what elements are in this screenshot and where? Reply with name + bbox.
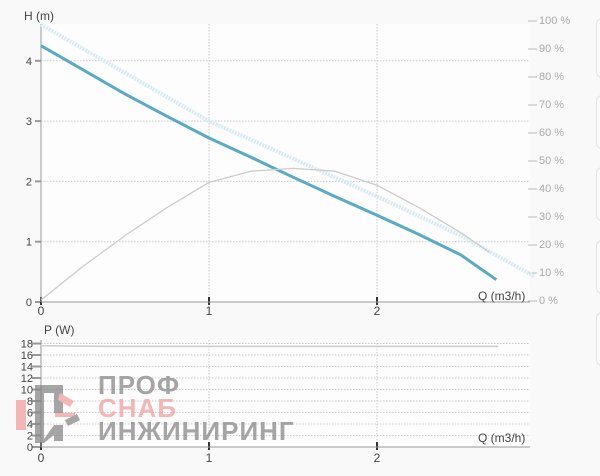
x-tick-label: 0 (38, 451, 45, 465)
x-tick-label: 1 (206, 451, 213, 465)
y-tick-label: 12 (21, 373, 33, 385)
y-tick-label: 4 (27, 419, 33, 431)
efficiency-curve (40, 167, 490, 301)
y2-tick-label: 30 % (539, 211, 564, 223)
y2-tick-label: 100 % (539, 15, 570, 27)
x-tick-label: 0 (38, 304, 45, 318)
y-tick-label: 14 (21, 362, 33, 374)
y-tick-label: 6 (27, 408, 33, 420)
x-tick-label: 2 (374, 451, 381, 465)
y-tick-label: 10 (21, 385, 33, 397)
x-axis-label: Q (m3/h) (478, 289, 525, 303)
y2-tick-label: 20 % (539, 239, 564, 251)
y-tick-label: 4 (26, 56, 32, 68)
y2-tick-label: 10 % (539, 267, 564, 279)
y2-tick-label: 0 % (539, 295, 558, 307)
y2-tick-label: 80 % (539, 71, 564, 83)
y-axis-label: P (W) (44, 323, 74, 337)
max-head-curve (40, 22, 536, 279)
watermark-text: ИНЖИНИРИНГ (98, 416, 295, 446)
y-axis-label: H (m) (24, 9, 54, 23)
y2-tick-label: 40 % (539, 183, 564, 195)
y2-tick-label: 60 % (539, 127, 564, 139)
logo-shape (16, 400, 26, 430)
logo-shape (55, 393, 75, 417)
logo-shape (35, 414, 80, 443)
plot-area (41, 340, 530, 447)
y-tick-label: 0 (27, 442, 33, 454)
y-tick-label: 0 (26, 297, 32, 309)
x-tick-label: 2 (374, 304, 381, 318)
y-tick-label: 16 (21, 350, 33, 362)
y-tick-label: 2 (26, 176, 32, 188)
y2-tick-label: 70 % (539, 99, 564, 111)
watermark-text: СНАБ (98, 393, 177, 423)
head-curve (40, 44, 498, 281)
y2-tick-label: 90 % (539, 43, 564, 55)
power-curve (40, 345, 498, 348)
x-axis-label: Q (m3/h) (478, 431, 525, 445)
y-tick-label: 1 (26, 237, 32, 249)
y-tick-label: 18 (21, 339, 33, 351)
watermark-text: ПРОФ (98, 370, 180, 400)
x-tick-label: 1 (206, 304, 213, 318)
y-tick-label: 2 (27, 431, 33, 443)
y-tick-label: 3 (26, 116, 32, 128)
y-tick-label: 8 (27, 396, 33, 408)
y2-tick-label: 50 % (539, 155, 564, 167)
